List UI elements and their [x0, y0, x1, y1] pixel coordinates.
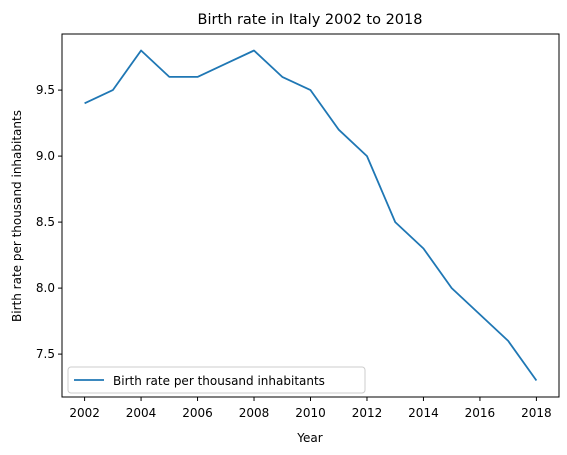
data-point	[479, 314, 481, 316]
data-point	[366, 155, 368, 157]
x-axis-label: Year	[296, 431, 322, 445]
data-point	[451, 287, 453, 289]
y-tick-label: 9.0	[36, 149, 55, 163]
data-point	[140, 50, 142, 52]
data-point	[422, 248, 424, 250]
data-point	[112, 89, 114, 91]
y-axis-label: Birth rate per thousand inhabitants	[10, 110, 24, 322]
data-point	[84, 102, 86, 104]
data-point	[310, 89, 312, 91]
y-tick-label: 9.5	[36, 83, 55, 97]
x-axis: 2002 2004 2006 2008 2010 2012 2014 2016 2018	[69, 397, 552, 420]
x-tick-label: 2014	[408, 406, 439, 420]
series-layer	[84, 49, 538, 382]
data-point	[338, 129, 340, 131]
x-tick-label: 2012	[352, 406, 383, 420]
y-tick-label: 7.5	[36, 347, 55, 361]
x-tick-label: 2008	[239, 406, 270, 420]
data-point	[507, 340, 509, 342]
x-tick-label: 2016	[465, 406, 496, 420]
chart-title: Birth rate in Italy 2002 to 2018	[198, 12, 423, 28]
data-point	[197, 76, 199, 78]
data-point	[535, 380, 537, 382]
y-axis: 7.5 8.0 8.5 9.0 9.5	[36, 83, 62, 361]
x-tick-label: 2006	[182, 406, 213, 420]
data-point	[281, 76, 283, 78]
data-point	[168, 76, 170, 78]
x-tick-label: 2004	[126, 406, 157, 420]
plot-frame	[61, 33, 560, 398]
data-point	[394, 221, 396, 223]
x-tick-label: 2018	[521, 406, 552, 420]
x-tick-label: 2010	[295, 406, 326, 420]
legend-box	[67, 366, 366, 394]
legend: Birth rate per thousand inhabitants	[67, 366, 366, 394]
x-tick-label: 2002	[69, 406, 100, 420]
y-tick-label: 8.5	[36, 215, 55, 229]
legend-label: Birth rate per thousand inhabitants	[113, 374, 325, 388]
data-point	[253, 50, 255, 52]
y-tick-label: 8.0	[36, 281, 55, 295]
data-point	[225, 63, 227, 65]
series-line-0	[84, 49, 538, 382]
